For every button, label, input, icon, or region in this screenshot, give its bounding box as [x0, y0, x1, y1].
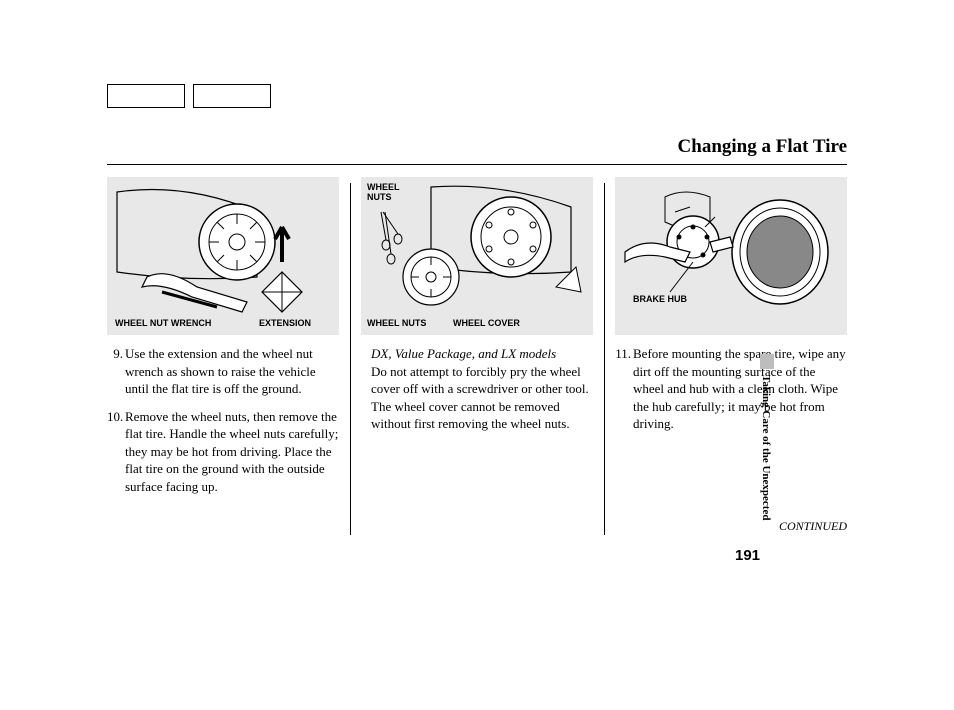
- wrench-illustration: [107, 177, 337, 335]
- column-divider: [604, 183, 605, 535]
- model-note-italic: DX, Value Package, and LX models: [371, 345, 593, 363]
- step-number: 9.: [107, 345, 125, 398]
- step-body: Use the extension and the wheel nut wren…: [125, 345, 339, 398]
- column-divider: [350, 183, 351, 535]
- step-number: 11.: [615, 345, 633, 433]
- title-rule: [107, 164, 847, 165]
- side-section-label: Taking Care of the Unexpected: [760, 375, 772, 535]
- label-extension: EXTENSION: [259, 319, 311, 329]
- content-columns: WHEEL NUT WRENCH EXTENSION 9. Use the ex…: [107, 177, 847, 505]
- model-note-body: Do not attempt to forcibly pry the wheel…: [371, 363, 593, 433]
- column-1: WHEEL NUT WRENCH EXTENSION 9. Use the ex…: [107, 177, 350, 505]
- label-wheel-cover: WHEEL COVER: [453, 319, 520, 329]
- label-wheel-nuts-bottom: WHEEL NUTS: [367, 319, 426, 329]
- step-number: 10.: [107, 408, 125, 496]
- side-tab-marker: [760, 354, 774, 369]
- step-9: 9. Use the extension and the wheel nut w…: [107, 345, 339, 398]
- col1-text: 9. Use the extension and the wheel nut w…: [107, 345, 339, 495]
- placeholder-box: [107, 84, 185, 108]
- brake-hub-illustration: [615, 177, 845, 335]
- page-title: Changing a Flat Tire: [107, 136, 847, 158]
- figure-jack-wrench: WHEEL NUT WRENCH EXTENSION: [107, 177, 339, 335]
- column-3: BRAKE HUB 11. Before mounting the spare …: [604, 177, 847, 505]
- placeholder-box: [193, 84, 271, 108]
- step-11: 11. Before mounting the spare tire, wipe…: [615, 345, 847, 433]
- label-wheel-nuts-top: WHEEL NUTS: [367, 183, 400, 203]
- figure-brake-hub: BRAKE HUB: [615, 177, 847, 335]
- step-body: Before mounting the spare tire, wipe any…: [633, 345, 847, 433]
- col3-text: 11. Before mounting the spare tire, wipe…: [615, 345, 847, 433]
- col2-text: DX, Value Package, and LX models Do not …: [361, 345, 593, 433]
- label-brake-hub: BRAKE HUB: [633, 295, 687, 305]
- step-10: 10. Remove the wheel nuts, then remove t…: [107, 408, 339, 496]
- page-number: 191: [735, 547, 760, 564]
- column-2: WHEEL NUTS WHEEL NUTS WHEEL COVER DX, Va…: [350, 177, 604, 505]
- figure-wheel-cover: WHEEL NUTS WHEEL NUTS WHEEL COVER: [361, 177, 593, 335]
- top-placeholder-boxes: [107, 84, 847, 108]
- step-body: Remove the wheel nuts, then remove the f…: [125, 408, 339, 496]
- continued-label: CONTINUED: [779, 519, 847, 534]
- label-wheel-nut-wrench: WHEEL NUT WRENCH: [115, 319, 211, 329]
